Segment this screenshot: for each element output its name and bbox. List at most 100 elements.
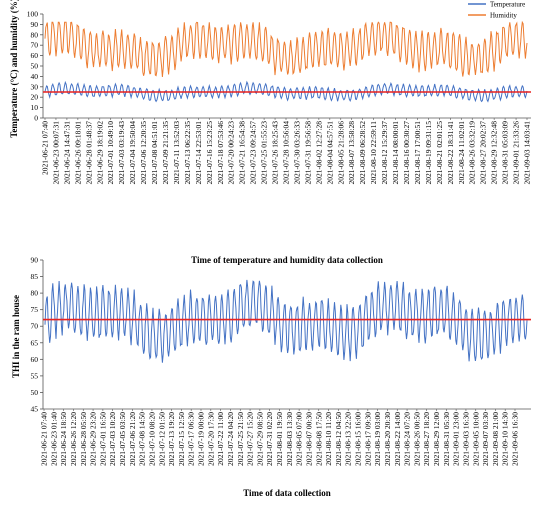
temp-humidity-x-tick-label: 2021-07-08 04:51:01 [150,121,159,185]
thi-x-tick-label: 2021-09-08 21:00 [491,412,500,466]
temp-humidity-x-tick-label: 2021-08-31 05:03:09 [501,121,510,185]
thi-y-tick-label: 65 [31,338,39,347]
temp-humidity-x-tick-label: 2021-06-26 09:18:01 [73,121,82,185]
thi-x-tick-label: 2021-07-24 04:20 [226,412,235,466]
thi-x-tick-label: 2021-07-01 16:50 [98,412,107,466]
temp-humidity-y-tick-label: 60 [31,51,39,60]
temp-humidity-y-axis-title: Temperature (°C) and humidity (%) [9,0,19,138]
temp-humidity-x-tick-label: 2021-08-21 02:01:25 [435,121,444,185]
temp-humidity-legend-label-humidity: Humidity [490,12,517,20]
thi-y-tick-label: 45 [31,405,39,414]
thi-x-tick-label: 2021-06-28 05:50 [79,412,88,466]
thi-x-tick-label: 2021-07-06 21:20 [128,412,137,466]
temp-humidity-x-tick-label: 2021-09-01 21:33:26 [512,121,521,185]
thi-x-tick-label: 2021-07-19 00:00 [197,412,206,466]
temp-humidity-x-tick-label: 2021-07-28 10:56:04 [282,121,291,185]
temp-humidity-x-tick-label: 2021-06-24 14:47:31 [62,121,71,185]
temp-humidity-y-tick-label: 10 [31,103,39,112]
thi-y-tick-label: 55 [31,371,39,380]
thi-x-tick-label: 2021-07-31 02:20 [265,412,274,466]
thi-x-tick-label: 2021-07-05 03:50 [118,412,127,466]
temp-humidity-x-tick-label: 2021-07-06 12:20:35 [139,121,148,185]
temp-humidity-x-tick-label: 2021-06-29 18:19:02 [95,121,104,185]
thi-y-tick-label: 60 [31,355,39,364]
thi-x-tick-label: 2021-07-03 10:20 [108,412,117,466]
temp-humidity-x-tick-label: 2021-07-13 06:22:35 [183,121,192,185]
thi-x-tick-label: 2021-08-03 13:30 [285,412,294,466]
thi-x-tick-label: 2021-07-25 21:50 [236,412,245,466]
temp-humidity-x-tick-label: 2021-07-30 03:26:33 [292,121,301,185]
thi-x-tick-label: 2021-08-10 11:20 [324,412,333,466]
temp-humidity-x-tick-label: 2021-08-17 17:00:51 [413,121,422,185]
temp-humidity-x-tick-label: 2021-07-25 01:55:23 [260,121,269,185]
thi-x-tick-label: 2021-08-20 20:30 [383,412,392,466]
thi-x-tick-label: 2021-07-22 11:00 [216,412,225,466]
thi-x-tick-label: 2021-08-17 09:30 [363,412,372,466]
temp-humidity-x-tick-label: 2021-08-16 00:30:27 [402,121,411,185]
thi-x-tick-label: 2021-09-07 03:30 [481,412,490,466]
thi-x-tick-label: 2021-08-08 17:50 [314,412,323,466]
temp-humidity-x-tick-label: 2021-07-11 13:52:03 [172,121,181,185]
thi-x-tick-label: 2021-07-08 14:50 [138,412,147,466]
temp-humidity-y-tick-label: 70 [31,41,39,50]
thi-x-tick-label: 2021-08-24 07:20 [403,412,412,466]
temp-humidity-x-tick-label: 2021-07-01 10:49:10 [106,121,115,185]
thi-x-tick-label: 2021-07-10 08:20 [147,412,156,466]
thi-x-tick-label: 2021-07-20 17:30 [206,412,215,466]
thi-x-tick-label: 2021-08-07 00:30 [304,412,313,466]
thi-x-tick-label: 2021-08-13 22:20 [344,412,353,466]
thi-thi-series-line [44,279,528,363]
thi-x-tick-label: 2021-08-26 00:50 [412,412,421,466]
temp-humidity-x-tick-label: 2021-08-14 08:00:01 [391,121,400,185]
temp-humidity-y-tick-label: 20 [31,93,39,102]
thi-x-tick-label: 2021-09-06 16:30 [511,412,520,466]
thi-x-axis-title: Time of data collection [243,488,331,498]
thi-y-axis-title: THI in the ram house [11,295,21,378]
temp-humidity-x-tick-label: 2021-08-12 15:29:37 [380,121,389,185]
thi-x-tick-label: 2021-06-29 23:20 [89,412,98,466]
thi-y-tick-label: 75 [31,305,39,314]
temp-humidity-x-tick-label: 2021-08-29 12:32:48 [490,121,499,185]
thi-x-tick-label: 2021-06-21 07:40 [40,412,49,466]
temp-humidity-x-tick-label: 2021-08-05 21:28:06 [336,121,345,185]
thi-x-tick-label: 2021-08-15 16:00 [354,412,363,466]
thi-x-tick-label: 2021-07-27 15:20 [246,412,255,466]
thi-x-tick-label: 2021-08-12 04:50 [334,412,343,466]
thi-x-tick-label: 2021-07-15 12:50 [177,412,186,466]
temp-humidity-x-axis-title: Time of temperature and humidity data co… [191,255,383,265]
temp-humidity-x-tick-label: 2021-09-03 14:03:41 [523,121,532,185]
temp-humidity-y-tick-label: 0 [34,114,38,123]
temp-humidity-y-tick-label: 80 [31,30,39,39]
temp-humidity-x-tick-label: 2021-08-02 12:27:28 [314,121,323,185]
thi-x-tick-label: 2021-08-27 18:20 [422,412,431,466]
temp-humidity-temperature-series-line [44,80,528,103]
temp-humidity-x-tick-label: 2021-07-26 18:25:43 [271,121,280,185]
temp-humidity-x-tick-label: 2021-07-04 19:50:04 [128,121,137,185]
temp-humidity-x-tick-label: 2021-07-14 22:53:01 [194,121,203,185]
temp-humidity-x-tick-label: 2021-07-21 16:54:38 [238,121,247,185]
temp-humidity-x-tick-label: 2021-07-31 19:56:58 [303,121,312,185]
temp-humidity-y-tick-label: 30 [31,82,39,91]
thi-x-tick-label: 2021-07-12 01:50 [157,412,166,466]
thi-y-tick-label: 80 [31,289,39,298]
thi-x-tick-label: 2021-07-29 08:50 [255,412,264,466]
temp-humidity-x-tick-label: 2021-08-26 03:32:19 [468,121,477,185]
thi-x-tick-label: 2021-09-05 10:00 [471,412,480,466]
thi-x-tick-label: 2021-09-01 23:00 [452,412,461,466]
temp-humidity-y-tick-label: 90 [31,20,39,29]
temp-humidity-x-tick-label: 2021-07-09 21:21:35 [161,121,170,185]
temp-humidity-x-tick-label: 2021-06-23 00:07:31 [51,121,60,185]
thi-x-tick-label: 2021-09-03 16:30 [461,412,470,466]
thi-x-tick-label: 2021-07-17 06:30 [187,412,196,466]
temp-humidity-x-tick-label: 2021-06-21 07:40 [41,121,50,175]
thi-y-tick-label: 50 [31,388,39,397]
temp-humidity-x-tick-label: 2021-08-07 13:58:28 [347,121,356,185]
temp-humidity-y-tick-label: 40 [31,72,39,81]
thi-y-tick-label: 70 [31,322,39,331]
thi-x-tick-label: 2021-08-19 03:00 [373,412,382,466]
thi-x-tick-label: 2021-06-24 18:50 [59,412,68,466]
thi-x-tick-label: 2021-08-22 14:00 [393,412,402,466]
temp-humidity-y-tick-label: 100 [27,10,39,19]
